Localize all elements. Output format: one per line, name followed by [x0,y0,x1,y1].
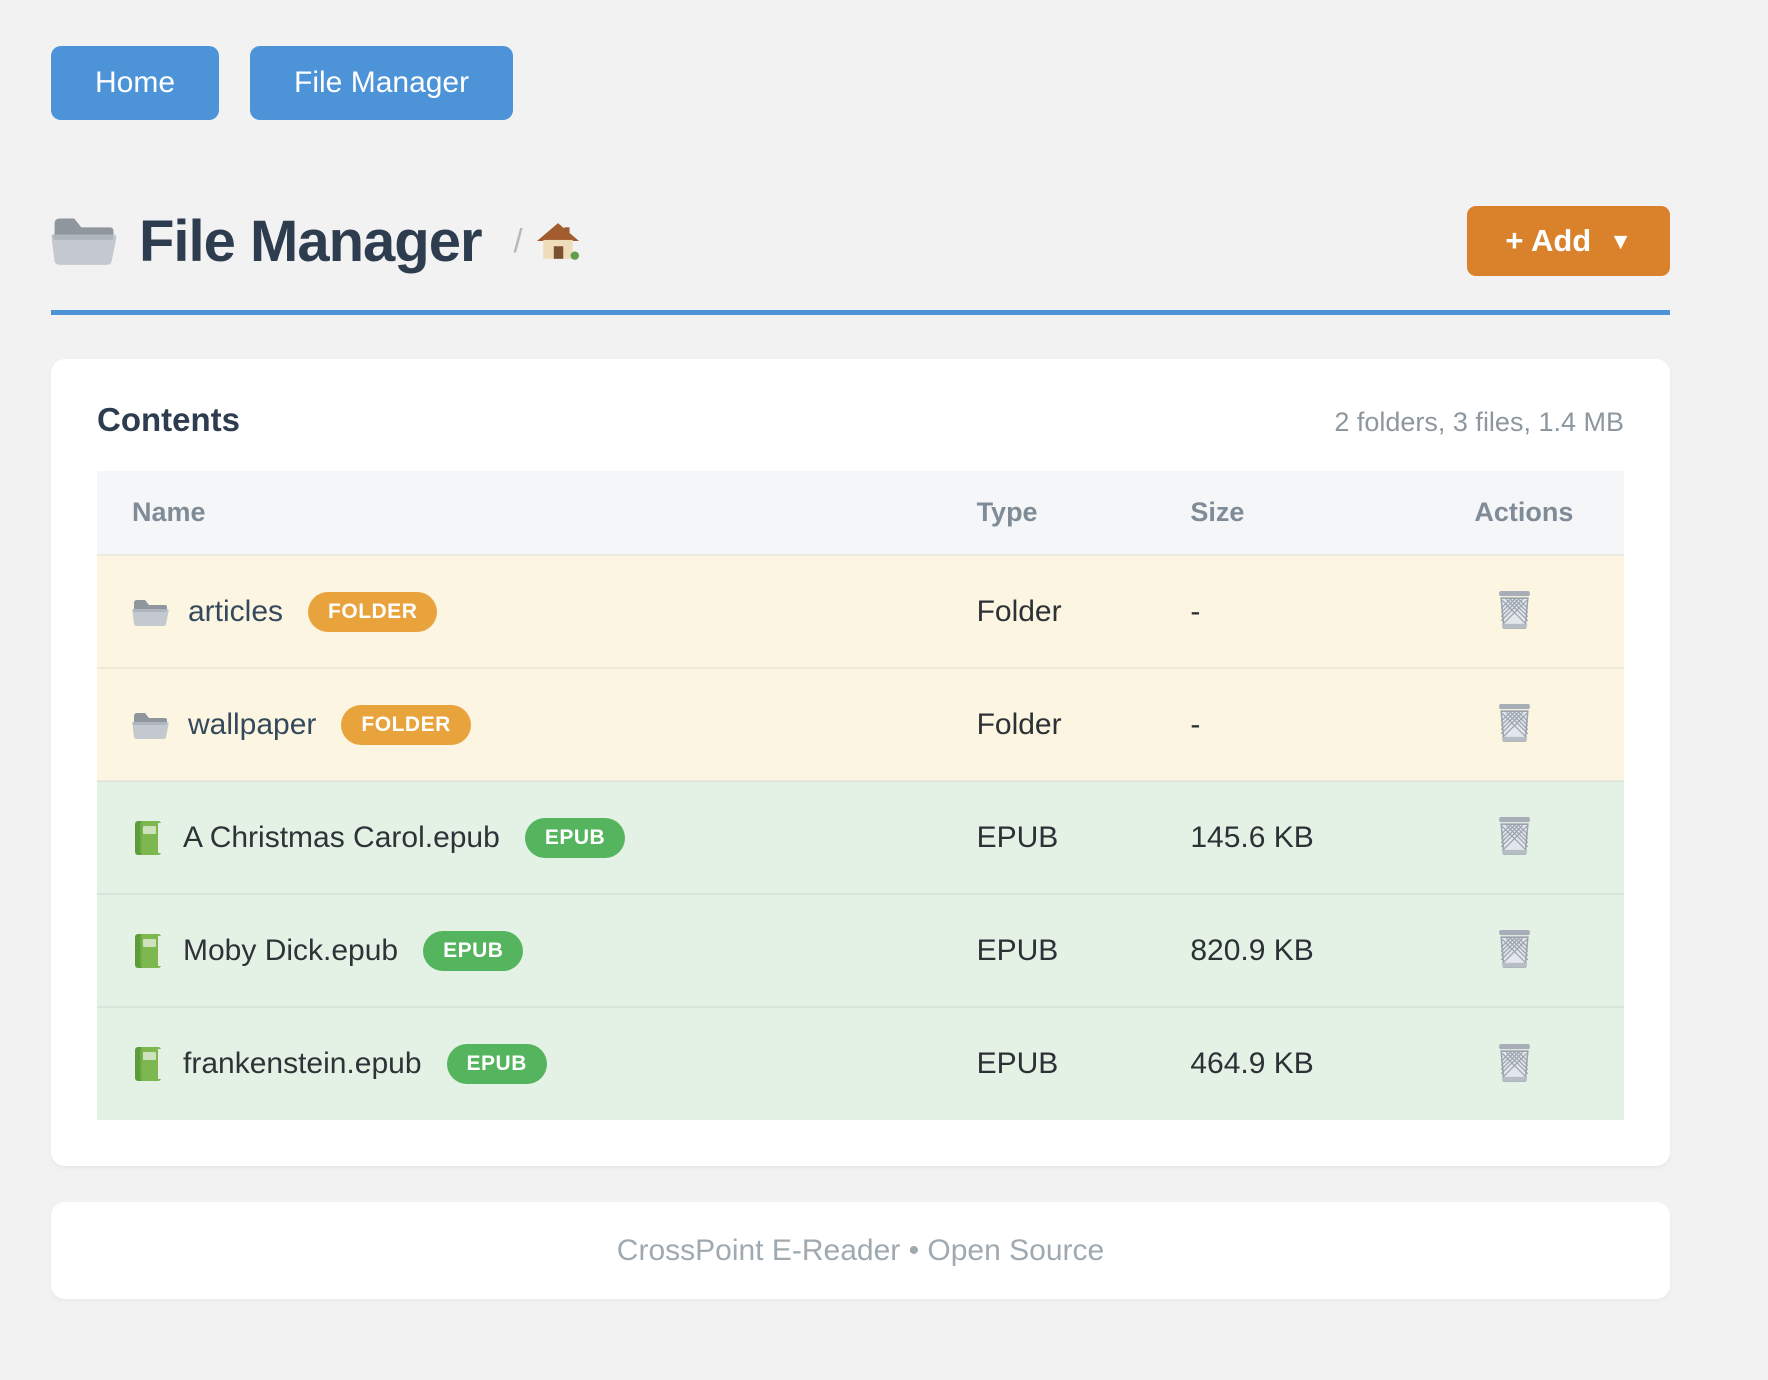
folder-badge: FOLDER [341,704,471,745]
column-header-actions: Actions [1474,471,1624,555]
trash-icon [1496,1042,1533,1086]
footer: CrossPoint E-Reader • Open Source [51,1202,1670,1299]
table-row: articles FOLDER Folder - [97,554,1624,668]
delete-button[interactable] [1474,703,1533,746]
page-header: File Manager / + Add ▼ [51,206,1670,276]
item-type: Folder [976,554,1191,668]
epub-badge: EPUB [423,930,524,971]
item-name-link[interactable]: Moby Dick.epub [183,933,399,967]
header-divider [51,310,1670,315]
table-row: frankenstein.epub EPUB EPUB 464.9 KB [97,1006,1624,1120]
folder-icon [51,211,117,272]
item-size: - [1190,667,1475,781]
title-area: File Manager / [51,208,579,275]
table-row: wallpaper FOLDER Folder - [97,667,1624,781]
page: Home File Manager File Manager / + Add ▼… [51,0,1670,1299]
nav-home-button[interactable]: Home [51,46,220,120]
nav-file-manager-button[interactable]: File Manager [250,46,514,120]
epub-badge: EPUB [446,1044,547,1084]
item-type: EPUB [976,780,1191,894]
folder-icon [132,596,169,627]
add-button-label: + Add [1505,223,1592,258]
breadcrumb-separator: / [513,222,523,259]
item-size: 145.6 KB [1190,780,1475,894]
trash-icon [1496,929,1533,972]
page-title: File Manager [139,208,483,274]
footer-text: CrossPoint E-Reader • Open Source [616,1233,1105,1267]
contents-summary: 2 folders, 3 files, 1.4 MB [1334,407,1624,437]
table-row: Moby Dick.epub EPUB EPUB 820.9 KB [97,893,1624,1007]
folder-badge: FOLDER [308,591,438,632]
item-type: EPUB [976,893,1191,1007]
trash-icon [1496,590,1533,633]
item-name-link[interactable]: articles [188,594,284,628]
column-header-name: Name [97,471,977,555]
item-type: EPUB [976,1006,1191,1120]
table-header-row: Name Type Size Actions [97,471,1624,555]
epub-badge: EPUB [524,817,626,858]
column-header-type: Type [976,471,1191,555]
green-book-icon [132,932,164,969]
delete-button[interactable] [1474,590,1533,633]
file-table: Name Type Size Actions articles FOLDER [97,471,1624,1120]
item-type: Folder [976,667,1191,781]
item-size: - [1190,554,1475,668]
table-row: A Christmas Carol.epub EPUB EPUB 145.6 K… [97,780,1624,894]
delete-button[interactable] [1474,929,1533,972]
delete-button[interactable] [1474,1042,1533,1086]
item-name-link[interactable]: frankenstein.epub [183,1047,422,1080]
card-title: Contents [97,401,240,438]
add-button[interactable]: + Add ▼ [1467,206,1670,276]
item-size: 820.9 KB [1190,893,1475,1007]
green-book-icon [132,1046,164,1082]
item-name-link[interactable]: wallpaper [188,707,317,741]
item-size: 464.9 KB [1190,1006,1475,1120]
column-header-size: Size [1190,471,1475,555]
contents-card: Contents 2 folders, 3 files, 1.4 MB Name… [51,359,1670,1166]
top-navigation: Home File Manager [51,0,1670,120]
folder-icon [132,709,169,740]
trash-icon [1496,816,1533,859]
item-name-link[interactable]: A Christmas Carol.epub [183,820,500,854]
chevron-down-icon: ▼ [1609,227,1632,254]
trash-icon [1496,703,1533,746]
house-icon[interactable] [536,222,579,260]
contents-card-header: Contents 2 folders, 3 files, 1.4 MB [97,401,1624,439]
green-book-icon [132,819,164,856]
delete-button[interactable] [1474,816,1533,859]
